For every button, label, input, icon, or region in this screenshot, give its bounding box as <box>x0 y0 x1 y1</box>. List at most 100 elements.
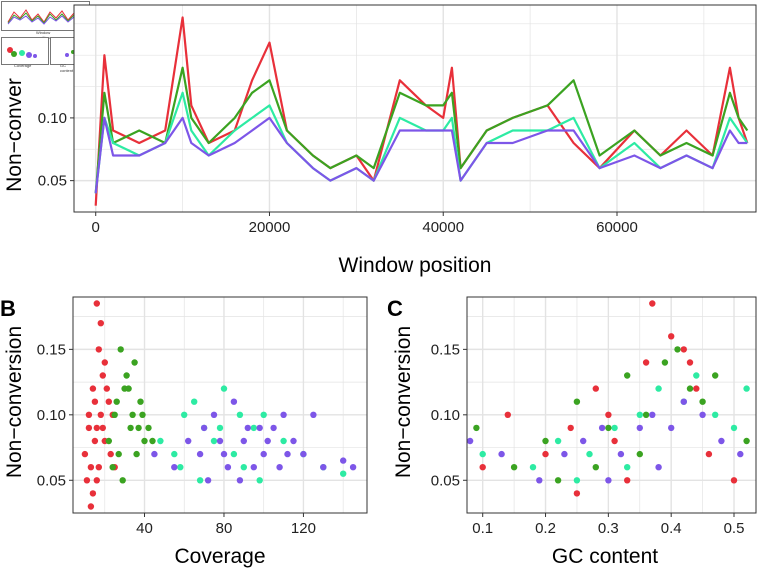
scatter-point-series-1 <box>89 385 97 392</box>
scatter-point-series-2 <box>510 464 518 471</box>
scatter-point-series-4 <box>276 464 283 471</box>
scatter-point-series-4 <box>536 477 543 484</box>
x-tick-label: 0 <box>92 219 100 236</box>
panel-a-series <box>94 16 749 206</box>
scatter-point-series-4 <box>204 477 212 484</box>
scatter-point-series-4 <box>737 450 744 458</box>
series-line-series-2 <box>94 66 749 194</box>
scatter-point-series-2 <box>125 385 132 392</box>
scatter-point-series-2 <box>699 398 706 405</box>
scatter-point-series-4 <box>310 411 317 418</box>
scatter-point-series-3 <box>171 450 178 458</box>
y-tick-label: 0.10 <box>37 407 66 424</box>
scatter-point-series-3 <box>256 477 263 484</box>
scatter-point-series-4 <box>200 424 208 432</box>
x-tick-label: 0.5 <box>724 520 745 537</box>
scatter-point-series-1 <box>93 477 101 484</box>
scatter-point-series-3 <box>240 464 247 471</box>
scatter-point-series-4 <box>185 437 192 445</box>
scatter-point-series-1 <box>83 477 91 484</box>
scatter-point-series-1 <box>93 424 101 432</box>
scatter-point-series-2 <box>137 398 144 405</box>
scatter-point-series-4 <box>236 477 244 484</box>
panel-a-x-ticks: 0 20000 40000 60000 <box>92 212 638 236</box>
scatter-point-series-3 <box>529 464 537 471</box>
scatter-point-series-3 <box>554 437 562 445</box>
panel-b-border <box>72 296 368 514</box>
scatter-point-series-2 <box>139 411 146 418</box>
scatter-point-series-3 <box>573 477 581 484</box>
series-line-series-3 <box>94 91 749 194</box>
scatter-point-series-3 <box>236 411 244 418</box>
panel-c-plot-area <box>467 297 756 513</box>
scatter-point-series-1 <box>649 300 656 307</box>
y-tick-label: 0.15 <box>37 341 66 358</box>
scatter-point-series-2 <box>117 346 124 353</box>
scatter-point-series-4 <box>284 450 291 458</box>
y-tick-label: 0.05 <box>37 472 66 489</box>
scatter-point-series-1 <box>107 450 114 458</box>
scatter-point-series-3 <box>712 411 719 418</box>
scatter-point-series-4 <box>617 450 625 458</box>
scatter-point-series-4 <box>220 450 228 458</box>
scatter-point-series-1 <box>87 464 95 471</box>
scatter-point-series-4 <box>655 464 662 471</box>
scatter-point-series-1 <box>91 437 99 445</box>
scatter-point-series-3 <box>210 437 218 445</box>
scatter-point-series-2 <box>473 424 480 432</box>
scatter-point-series-2 <box>624 372 631 379</box>
scatter-point-series-1 <box>85 411 93 418</box>
panel-b-letter: B <box>0 296 16 321</box>
scatter-point-series-4 <box>680 398 687 405</box>
scatter-point-series-2 <box>149 437 156 445</box>
scatter-point-series-2 <box>113 398 120 405</box>
y-tick-label: 0.10 <box>38 110 67 127</box>
scatter-point-series-2 <box>135 424 142 432</box>
x-tick-label: 0.1 <box>472 520 493 537</box>
scatter-point-series-1 <box>705 450 713 458</box>
scatter-point-series-1 <box>93 300 101 307</box>
scatter-point-series-1 <box>95 346 103 353</box>
scatter-point-series-4 <box>605 477 612 484</box>
panel-a: 0 20000 40000 60000 0.05 0.10 Window positio… <box>3 4 757 277</box>
scatter-point-series-1 <box>101 359 109 366</box>
scatter-point-series-3 <box>730 424 738 432</box>
x-tick-label: 20000 <box>249 219 291 236</box>
scatter-point-series-4 <box>244 424 251 432</box>
scatter-point-series-1 <box>567 424 574 432</box>
scatter-point-series-3 <box>260 411 267 418</box>
thumbnail-bottom-right-label: GC content <box>60 63 74 73</box>
panel-c-y-ticks: 0.05 0.10 0.15 <box>431 341 467 489</box>
scatter-point-series-4 <box>636 424 643 432</box>
scatter-point-series-1 <box>624 477 631 484</box>
x-tick-label: 0.2 <box>535 520 556 537</box>
thumbnail-bottom-left-label: Coverage <box>14 63 32 68</box>
y-tick-label: 0.05 <box>431 472 460 489</box>
scatter-point-series-4 <box>216 437 224 445</box>
x-tick-label: 0.4 <box>661 520 682 537</box>
panel-b-y-ticks: 0.05 0.10 0.15 <box>37 341 73 489</box>
scatter-point-series-4 <box>598 424 606 432</box>
scatter-point-series-1 <box>693 385 700 392</box>
scatter-point-series-1 <box>730 477 738 484</box>
scatter-point-series-4 <box>466 437 474 445</box>
panel-a-border <box>73 4 757 213</box>
thumbnail-panel-b <box>1 37 49 65</box>
scatter-point-series-1 <box>99 372 107 379</box>
scatter-point-series-3 <box>340 470 347 477</box>
scatter-point-series-2 <box>573 398 581 405</box>
scatter-point-series-3 <box>624 464 631 471</box>
y-tick-label: 0.05 <box>38 173 67 190</box>
panel-c-x-axis-title: GC content <box>552 545 658 568</box>
scatter-point-series-4 <box>340 457 347 464</box>
scatter-point-series-3 <box>636 411 643 418</box>
scatter-point-series-3 <box>191 398 198 405</box>
panel-b-x-ticks: 40 80 120 <box>136 513 316 537</box>
scatter-point-series-4 <box>230 398 238 405</box>
scatter-point-series-3 <box>743 385 750 392</box>
panel-b-points <box>81 300 357 510</box>
thumbnail-panel-b-points <box>7 47 37 58</box>
scatter-point-series-4 <box>300 450 307 458</box>
scatter-point-series-4 <box>264 437 271 445</box>
scatter-point-series-3 <box>479 450 486 458</box>
